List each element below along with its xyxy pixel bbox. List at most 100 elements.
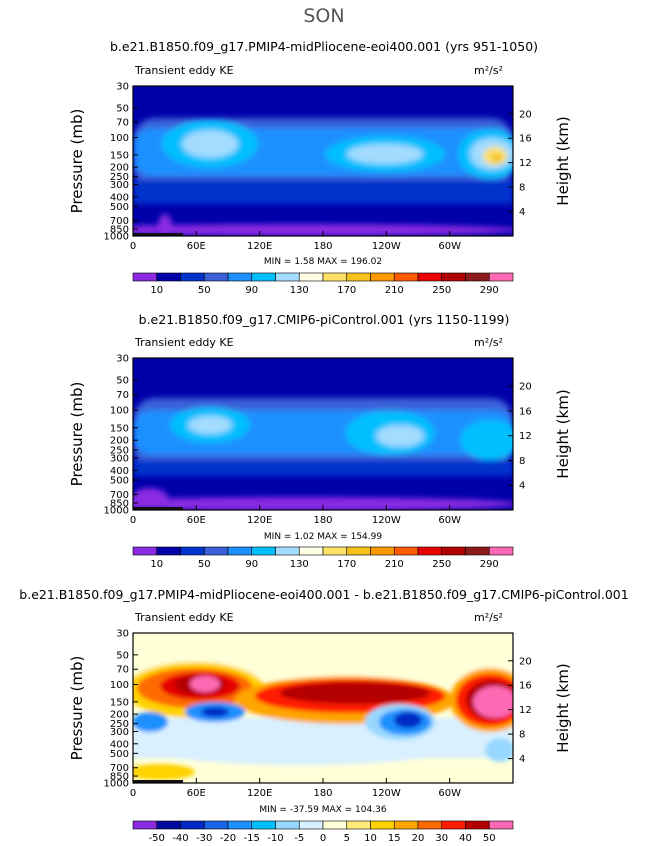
colorbar-swatch	[156, 546, 181, 556]
colorbar-swatch	[465, 272, 490, 282]
colorbar-label: 10	[150, 559, 163, 570]
x-tick-label: 120W	[372, 788, 401, 799]
colorbar-swatch	[488, 272, 514, 282]
x-tick-label: 0	[130, 515, 136, 526]
colorbar-label: 15	[388, 833, 401, 844]
colorbar-swatch	[275, 272, 300, 282]
panel-3-plot	[133, 633, 513, 783]
y-tick-label: 150	[110, 150, 129, 161]
colorbar-swatch	[203, 546, 229, 556]
y-tick-label: 400	[110, 739, 129, 750]
y2-tick-label: 16	[519, 406, 532, 417]
x-tick-label: 120E	[247, 241, 272, 252]
panel-1-title: b.e21.B1850.f09_g17.PMIP4-midPliocene-eo…	[110, 39, 538, 54]
y-tick-label: 300	[110, 180, 129, 191]
x-tick-label: 0	[130, 241, 136, 252]
colorbar-swatch	[417, 272, 443, 282]
y-tick-label: 150	[110, 423, 129, 434]
x-tick-label: 0	[130, 788, 136, 799]
colorbar-swatch	[203, 272, 229, 282]
y2-tick-label: 12	[519, 705, 532, 716]
panel-2: b.e21.B1850.f09_g17.CMIP6-piControl.001 …	[68, 312, 572, 570]
colorbar-label: 170	[337, 285, 356, 296]
colorbar-label: 40	[459, 833, 472, 844]
colorbar-swatch	[227, 546, 253, 556]
colorbar-label: 210	[385, 559, 404, 570]
colorbar-label: 170	[337, 559, 356, 570]
colorbar-label: -10	[267, 833, 283, 844]
panel-3-units: m²/s²	[474, 611, 503, 624]
y2-axis-label: Height (km)	[554, 389, 572, 478]
y-tick-label: 70	[116, 665, 129, 676]
y-tick-label: 700	[110, 490, 129, 501]
colorbar-swatch	[180, 272, 205, 282]
y-tick-label: 50	[116, 650, 129, 661]
x-tick-label: 120E	[247, 515, 272, 526]
y-tick-label: 1000	[104, 232, 129, 243]
y2-tick-label: 8	[519, 730, 525, 741]
y-tick-label: 250	[110, 445, 129, 456]
colorbar-swatch	[393, 820, 419, 830]
y-tick-label: 200	[110, 436, 129, 447]
colorbar-swatch	[251, 820, 276, 830]
y-tick-label: 100	[110, 133, 129, 144]
y2-tick-label: 20	[519, 382, 532, 393]
y2-tick-label: 4	[519, 481, 525, 492]
panel-2-title: b.e21.B1850.f09_g17.CMIP6-piControl.001 …	[139, 312, 510, 327]
season-title: SON	[303, 5, 344, 27]
colorbar-label: 250	[432, 559, 451, 570]
y-axis-label: Pressure (mb)	[68, 382, 86, 487]
colorbar-label: -5	[294, 833, 304, 844]
y-tick-label: 250	[110, 172, 129, 183]
y2-tick-label: 20	[519, 656, 532, 667]
y-tick-label: 70	[116, 390, 129, 401]
colorbar-swatch	[441, 546, 466, 556]
colorbar-label: 5	[344, 833, 350, 844]
y-tick-label: 500	[110, 202, 129, 213]
y-tick-label: 400	[110, 192, 129, 203]
y-tick-label: 100	[110, 406, 129, 417]
colorbar-swatch	[298, 546, 324, 556]
x-tick-label: 180	[313, 788, 332, 799]
y-tick-label: 70	[116, 118, 129, 129]
colorbar-label: 50	[483, 833, 496, 844]
panel-3-title: b.e21.B1850.f09_g17.PMIP4-midPliocene-eo…	[19, 587, 628, 602]
x-tick-label: 60W	[438, 515, 461, 526]
panel-2-units: m²/s²	[474, 336, 503, 349]
colorbar-swatch	[441, 820, 466, 830]
y-tick-label: 700	[110, 216, 129, 227]
x-tick-label: 120W	[372, 515, 401, 526]
colorbar-label: -15	[244, 833, 260, 844]
colorbar-label: 130	[290, 285, 309, 296]
y2-axis-label: Height (km)	[554, 663, 572, 752]
y2-tick-label: 8	[519, 183, 525, 194]
panel-2-stats: MIN = 1.02 MAX = 154.99	[264, 532, 382, 542]
colorbar-swatch	[488, 820, 514, 830]
colorbar-label: 50	[198, 559, 211, 570]
y-tick-label: 50	[116, 376, 129, 387]
colorbar-label: 10	[150, 285, 163, 296]
colorbar-swatch	[275, 546, 300, 556]
colorbar-swatch	[298, 820, 324, 830]
x-tick-label: 60W	[438, 788, 461, 799]
y-tick-label: 1000	[104, 779, 129, 790]
colorbar-swatch	[322, 546, 348, 556]
x-tick-label: 180	[313, 241, 332, 252]
colorbar-swatch	[203, 820, 229, 830]
panel-3-variable-label: Transient eddy KE	[134, 611, 234, 624]
colorbar-label: 210	[385, 285, 404, 296]
y2-tick-label: 12	[519, 431, 532, 442]
panel-1-variable-label: Transient eddy KE	[134, 64, 234, 77]
colorbar-swatch	[132, 546, 158, 556]
colorbar-swatch	[180, 546, 205, 556]
y2-tick-label: 8	[519, 456, 525, 467]
colorbar-swatch	[370, 820, 395, 830]
colorbar-swatch	[227, 272, 253, 282]
colorbar-swatch	[156, 820, 181, 830]
colorbar-label: -20	[220, 833, 236, 844]
colorbar-swatch	[346, 820, 371, 830]
y-tick-label: 150	[110, 697, 129, 708]
x-tick-label: 60E	[187, 788, 206, 799]
y2-tick-label: 16	[519, 134, 532, 145]
colorbar-swatch	[393, 272, 419, 282]
